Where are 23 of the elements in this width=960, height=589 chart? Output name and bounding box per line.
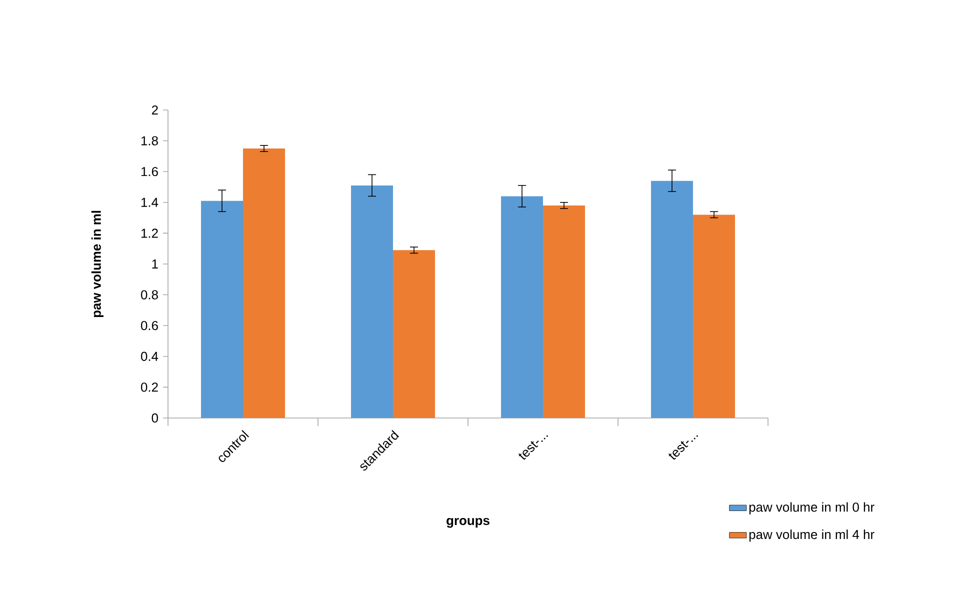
- legend-label: paw volume in ml 4 hr: [749, 530, 874, 542]
- y-tick-label: 1.2: [141, 228, 158, 238]
- y-tick-label: 1.4: [141, 198, 158, 207]
- legend-label: paw volume in ml 0 hr: [749, 502, 874, 514]
- y-tick-label: 0.2: [140, 382, 158, 392]
- y-tick-label: 2: [152, 105, 158, 115]
- bar: [501, 196, 544, 418]
- bar: [243, 148, 286, 418]
- x-axis-title: groups: [446, 518, 490, 528]
- y-tick-label: 1.8: [141, 136, 158, 146]
- bar: [351, 185, 394, 418]
- y-axis-title: paw volume in ml: [91, 210, 104, 318]
- y-tick-label: 0.6: [140, 320, 158, 330]
- y-tick-label: 0.4: [140, 352, 158, 361]
- bar: [693, 214, 736, 418]
- y-tick-label: 0.8: [140, 290, 158, 300]
- bar: [393, 250, 436, 418]
- y-tick-label: 1: [152, 260, 158, 268]
- bar: [651, 180, 694, 418]
- bar: [543, 205, 586, 418]
- bar: [201, 200, 244, 418]
- y-tick-label: 1.6: [141, 167, 158, 176]
- y-tick-label: 0: [152, 413, 158, 423]
